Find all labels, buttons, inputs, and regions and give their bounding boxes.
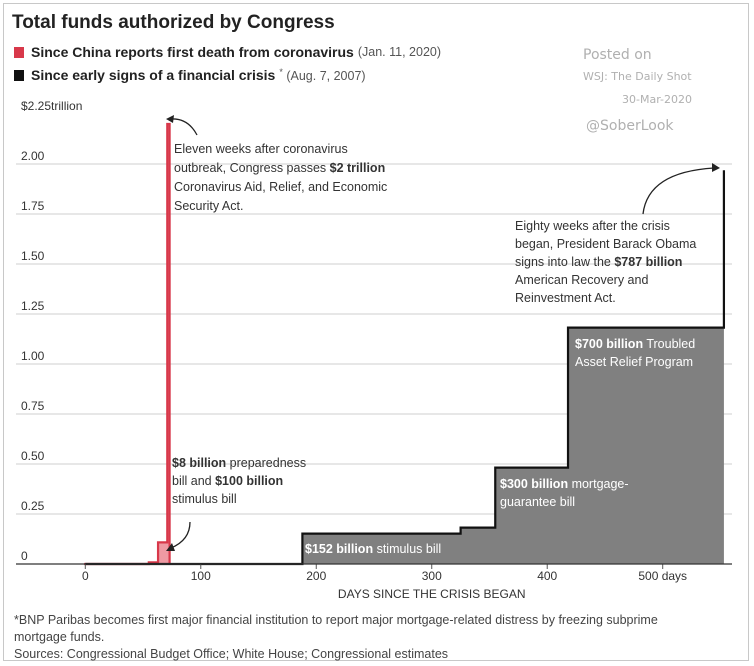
annotation-line: Asset Relief Program bbox=[575, 355, 693, 369]
x-tick-label: 200 bbox=[306, 569, 326, 583]
annotation-line: signs into law the $787 billion bbox=[515, 255, 682, 269]
y-tick-label: 0.25 bbox=[21, 499, 45, 513]
arrow-coronavirus bbox=[170, 118, 198, 136]
annotation-run: outbreak, Congress passes bbox=[174, 161, 330, 175]
arrow-obama bbox=[642, 167, 715, 215]
arrow-head-obama bbox=[712, 163, 720, 172]
annotation-text: Eleven weeks after coronavirus outbreak, … bbox=[174, 142, 387, 213]
footnote-line: Sources: Congressional Budget Office; Wh… bbox=[14, 647, 449, 661]
chart-plot: 0 0.25 0.50 0.75 1.00 1.25 1.50 1.75 2.00 $2.25tr… bbox=[16, 99, 732, 600]
annotation-line: Coronavirus Aid, Relief, and Economic bbox=[174, 180, 387, 194]
annotation-run: American Recovery and bbox=[515, 273, 648, 287]
footnote-line: mortgage funds. bbox=[14, 630, 105, 644]
watermark-handle: @SoberLook bbox=[586, 118, 674, 134]
arrow-head-coronavirus bbox=[166, 115, 174, 123]
series-area-0 bbox=[84, 124, 170, 564]
annotation-text: $152 billion stimulus bill bbox=[305, 542, 441, 556]
annotation-bold: $300 billion bbox=[500, 477, 568, 491]
watermark-date: 30-Mar-2020 bbox=[622, 93, 692, 106]
y-tick-label: 2.00 bbox=[21, 149, 45, 163]
annotation-run: stimulus bill bbox=[373, 542, 441, 556]
annotation-bold: $8 billion bbox=[172, 456, 226, 470]
legend-date-coronavirus: (Jan. 11, 2020) bbox=[357, 45, 442, 59]
annotation-line: Security Act. bbox=[174, 199, 243, 213]
annotation-run: bill and bbox=[172, 474, 215, 488]
legend-swatch-black bbox=[14, 69, 24, 81]
series-area-1 bbox=[85, 170, 724, 564]
annotation-line: $8 billion preparedness bbox=[172, 456, 306, 470]
annotation-line: $152 billion stimulus bill bbox=[305, 542, 441, 556]
annotation-text: $700 billion Troubled Asset Relief Progra… bbox=[575, 337, 695, 369]
legend-label-coronavirus: Since China reports first death from cor… bbox=[31, 44, 354, 60]
legend-item-coronavirus: Since China reports first death from cor… bbox=[14, 44, 441, 60]
x-tick-label: 0 bbox=[82, 569, 89, 583]
y-tick-label: 0 bbox=[21, 549, 28, 563]
x-tick-label: 300 bbox=[422, 569, 442, 583]
annotation-run: guarantee bill bbox=[500, 495, 575, 509]
annotation-line: American Recovery and bbox=[515, 273, 648, 287]
annotation-run: stimulus bill bbox=[172, 492, 237, 506]
annotation-run: Eighty weeks after the crisis bbox=[515, 219, 670, 233]
annotation-bold: $700 billion bbox=[575, 337, 643, 351]
y-tick-label: $2.25trillion bbox=[21, 99, 82, 113]
legend-date-financial-crisis: * (Aug. 7, 2007) bbox=[279, 67, 366, 84]
x-tick-label: 100 bbox=[191, 569, 211, 583]
annotation-run: Asset Relief Program bbox=[575, 355, 693, 369]
annotation-text: Eighty weeks after the crisis began, Pres… bbox=[515, 219, 696, 305]
annotation-run: Coronavirus Aid, Relief, and Economic bbox=[174, 180, 387, 194]
arrow-preparedness bbox=[170, 521, 191, 549]
annotation-run: Troubled bbox=[643, 337, 695, 351]
series-line-0 bbox=[84, 122, 171, 566]
annotation-line: stimulus bill bbox=[172, 492, 237, 506]
annotation-bold: $2 trillion bbox=[330, 161, 386, 175]
annotation-bold: $787 billion bbox=[614, 255, 682, 269]
legend-swatch-red bbox=[14, 46, 24, 58]
y-tick-label: 1.25 bbox=[21, 299, 45, 313]
x-axis-label: DAYS SINCE THE CRISIS BEGAN bbox=[338, 587, 526, 600]
annotation-run: Security Act. bbox=[174, 199, 243, 213]
annotation-run: began, President Barack Obama bbox=[515, 237, 696, 251]
annotation-line: Reinvestment Act. bbox=[515, 291, 616, 305]
annotation-line: outbreak, Congress passes $2 trillion bbox=[174, 161, 385, 175]
watermark-posted-on: Posted on bbox=[583, 47, 652, 63]
y-tick-label: 1.50 bbox=[21, 249, 45, 263]
annotation-bold: $152 billion bbox=[305, 542, 373, 556]
annotation-run: signs into law the bbox=[515, 255, 614, 269]
annotation-run: Reinvestment Act. bbox=[515, 291, 616, 305]
chart-title: Total funds authorized by Congress bbox=[12, 12, 335, 33]
legend-label-financial-crisis: Since early signs of a financial crisis bbox=[31, 67, 276, 84]
annotation-line: began, President Barack Obama bbox=[515, 237, 696, 251]
annotation-line: $700 billion Troubled bbox=[575, 337, 695, 351]
annotation-line: $300 billion mortgage- bbox=[500, 477, 629, 491]
annotation-line: Eleven weeks after coronavirus bbox=[174, 142, 348, 156]
annotation-run: mortgage- bbox=[568, 477, 628, 491]
arrow-head-preparedness bbox=[166, 543, 175, 551]
annotation-text: $8 billion preparedness bill and $100 bil… bbox=[172, 456, 306, 506]
annotation-run: Eleven weeks after coronavirus bbox=[174, 142, 348, 156]
x-tick-label: 500 days bbox=[638, 569, 687, 583]
annotation-line: Eighty weeks after the crisis bbox=[515, 219, 670, 233]
annotation-text: $300 billion mortgage-guarantee bill bbox=[500, 477, 629, 509]
series-line-1 bbox=[85, 170, 726, 566]
y-tick-label: 1.75 bbox=[21, 199, 45, 213]
chart-frame bbox=[3, 3, 749, 661]
x-tick-label: 400 bbox=[537, 569, 557, 583]
legend-item-financial-crisis: Since early signs of a financial crisis … bbox=[14, 67, 366, 83]
y-tick-label: 1.00 bbox=[21, 349, 45, 363]
y-tick-label: 0.50 bbox=[21, 449, 45, 463]
annotation-bold: $100 billion bbox=[215, 474, 283, 488]
y-tick-label: 0.75 bbox=[21, 399, 45, 413]
legend-date-financial-crisis-text: (Aug. 7, 2007) bbox=[286, 69, 366, 84]
annotation-line: guarantee bill bbox=[500, 495, 575, 509]
annotation-line: bill and $100 billion bbox=[172, 474, 283, 488]
watermark-source: WSJ: The Daily Shot bbox=[583, 70, 692, 83]
annotation-run: preparedness bbox=[226, 456, 306, 470]
footnote-line: *BNP Paribas becomes first major financi… bbox=[14, 613, 658, 627]
